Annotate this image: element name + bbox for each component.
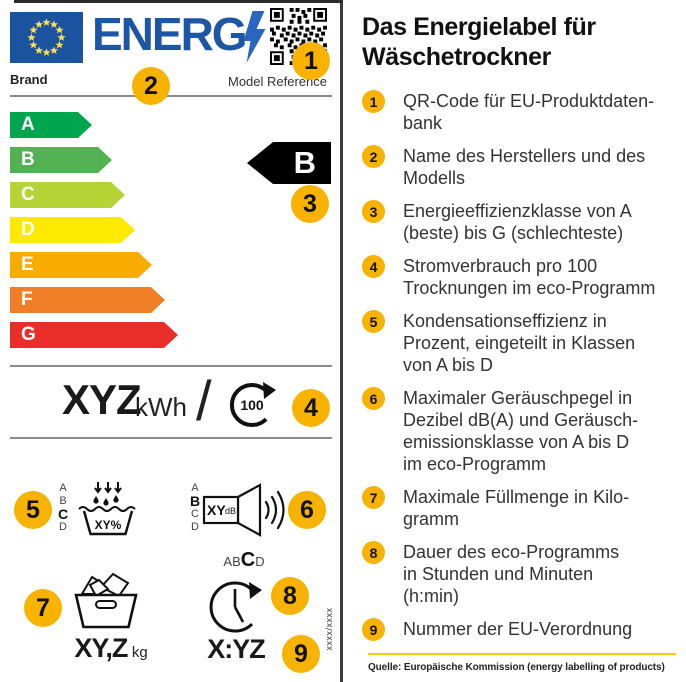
list-item: 1 QR-Code für EU-Produktdaten- bank — [362, 90, 676, 134]
list-item: 3 Energieeffizienzklasse von A (beste) b… — [362, 200, 676, 244]
item-number-badge: 5 — [362, 310, 385, 333]
item-text: Stromverbrauch pro 100 Trocknungen im ec… — [403, 256, 656, 298]
list-item: 5 Kondensationseffizienz in Prozent, ein… — [362, 310, 676, 376]
noise-class-scale: A B C D — [189, 482, 201, 533]
callout-5: 5 — [14, 491, 52, 529]
page-title: Das Energielabel für Wäschetrockner — [362, 13, 596, 71]
divider-line — [10, 437, 332, 439]
item-number-badge: 1 — [362, 90, 385, 113]
item-text: Energieeffizienzklasse von A (beste) bis… — [403, 201, 632, 243]
callout-8: 8 — [271, 577, 309, 615]
condensation-class-scale: A B C D — [57, 482, 69, 533]
laundry-capacity-icon — [68, 570, 144, 637]
regulation-number: xxxx/xxxx — [324, 607, 334, 651]
duration-value: X:YZ — [207, 634, 266, 664]
brand-placeholder: Brand — [10, 72, 48, 87]
item-number-badge: 3 — [362, 200, 385, 223]
per-100-cycles-icon: 100 — [226, 379, 278, 436]
svg-text:dB: dB — [225, 506, 236, 516]
list-item: 4 Stromverbrauch pro 100 Trocknungen im … — [362, 255, 676, 299]
condensation-efficiency-icon: XY% — [76, 481, 140, 544]
per-separator: / — [196, 369, 212, 432]
scale-arrow-f: F — [10, 287, 165, 313]
item-text: Maximaler Geräuschpegel in Dezibel dB(A)… — [403, 388, 639, 474]
item-text: Name des Herstellers und des Modells — [403, 146, 646, 188]
item-text: Dauer des eco-Programms in Stunden und M… — [403, 542, 620, 606]
item-text: Nummer der EU-Verordnung — [403, 619, 633, 639]
divider-line — [10, 365, 332, 367]
duration-class-scale: ABCD — [223, 549, 265, 571]
scale-arrow-d: D — [10, 217, 135, 243]
capacity-value: XY,Z kg — [74, 633, 148, 663]
noise-level-icon: XY dB — [202, 482, 290, 543]
source-credit: Quelle: Europäische Kommission (energy l… — [368, 653, 676, 673]
energy-label: ENERG Brand Model Reference A B C D E F … — [10, 0, 343, 682]
item-number-badge: 8 — [362, 541, 385, 564]
list-item: 6 Maximaler Geräuschpegel in Dezibel dB(… — [362, 387, 676, 475]
item-text: Kondensationseffizienz in Prozent, einge… — [403, 311, 636, 375]
divider-line — [10, 95, 332, 97]
item-number-badge: 9 — [362, 618, 385, 641]
callout-7: 7 — [24, 589, 62, 627]
list-item: 7 Maximale Füllmenge in Kilo- gramm — [362, 486, 676, 530]
item-number-badge: 4 — [362, 255, 385, 278]
callout-9: 9 — [282, 635, 320, 673]
callout-6: 6 — [288, 491, 326, 529]
callout-2: 2 — [132, 67, 170, 105]
item-number-badge: 7 — [362, 486, 385, 509]
scale-arrow-b: B — [10, 147, 112, 173]
rating-class-arrow: B — [247, 142, 331, 184]
energy-unit: kWh — [135, 392, 187, 422]
svg-text:100: 100 — [240, 397, 264, 413]
list-item: 9 Nummer der EU-Verordnung — [362, 618, 676, 641]
svg-text:XY: XY — [207, 502, 226, 518]
scale-arrow-e: E — [10, 252, 152, 278]
eu-flag-icon — [10, 12, 83, 68]
scale-arrow-a: A — [10, 112, 92, 138]
energ-logo-text: ENERG — [92, 8, 248, 60]
item-number-badge: 6 — [362, 387, 385, 410]
list-item: 2 Name des Herstellers und des Modells — [362, 145, 676, 189]
callout-3: 3 — [291, 185, 329, 223]
svg-text:XY%: XY% — [95, 518, 122, 532]
energy-consumption-value: XYZ — [62, 376, 142, 423]
callout-4: 4 — [292, 389, 330, 427]
lightning-bolt-icon — [243, 11, 266, 68]
list-item: 8 Dauer des eco-Programms in Stunden und… — [362, 541, 676, 607]
scale-arrow-c: C — [10, 182, 125, 208]
program-duration-icon — [205, 577, 265, 642]
item-text: QR-Code für EU-Produktdaten- bank — [403, 91, 655, 133]
explanation-panel: Das Energielabel für Wäschetrockner 1 QR… — [346, 0, 686, 682]
scale-arrow-g: G — [10, 322, 178, 348]
item-text: Maximale Füllmenge in Kilo- gramm — [403, 487, 630, 529]
callout-1: 1 — [292, 42, 330, 80]
item-number-badge: 2 — [362, 145, 385, 168]
